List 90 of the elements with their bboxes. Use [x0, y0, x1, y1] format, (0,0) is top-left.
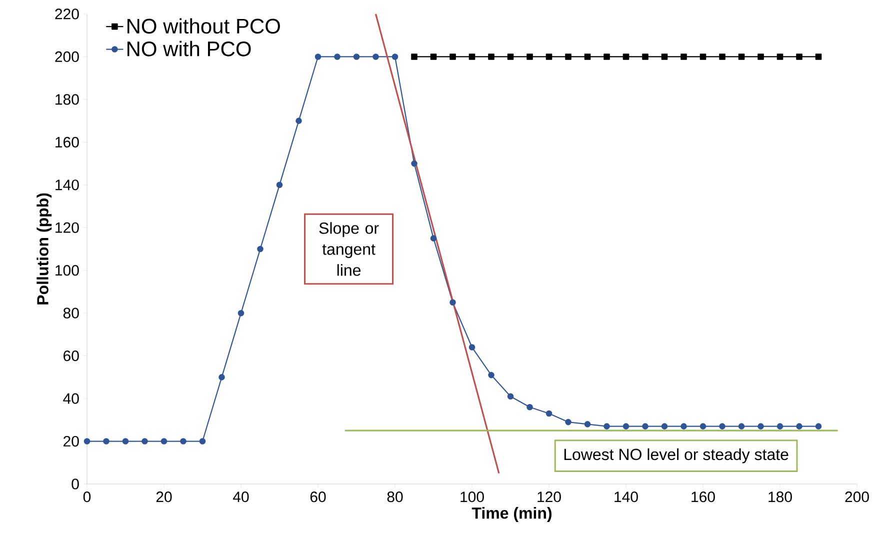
x-tick-label: 200	[845, 492, 869, 502]
x-tick-label: 20	[156, 492, 172, 502]
annotation: Slope or tangent line	[319, 222, 379, 276]
point	[738, 423, 745, 430]
point	[776, 54, 784, 60]
point	[218, 374, 225, 380]
y-tick-label: 20	[64, 436, 79, 447]
point	[314, 54, 322, 60]
point	[142, 438, 148, 444]
point	[276, 182, 283, 188]
point	[738, 54, 745, 60]
x-tick-label: 140	[614, 492, 638, 502]
point	[584, 54, 591, 60]
point	[468, 54, 476, 60]
y-tick-label: 0	[72, 478, 79, 490]
point	[622, 54, 630, 60]
point	[238, 310, 244, 316]
point	[468, 344, 476, 350]
point	[680, 423, 687, 430]
point	[372, 54, 379, 60]
point	[584, 421, 591, 428]
point	[719, 54, 726, 60]
y-tick-label: 220	[55, 8, 79, 20]
y-tick-label: 40	[63, 393, 79, 404]
point	[719, 423, 726, 430]
y-tick-label: 160	[56, 136, 79, 148]
point	[815, 54, 822, 60]
point	[546, 54, 552, 60]
point	[546, 410, 552, 417]
point	[661, 54, 668, 60]
legend-label: NO without PCO	[128, 18, 280, 34]
point	[507, 54, 514, 60]
point	[526, 404, 533, 410]
point	[334, 54, 340, 60]
point	[642, 423, 648, 430]
x-axis-title: Time (min)	[472, 507, 552, 522]
point	[411, 54, 418, 60]
point	[257, 246, 264, 252]
y-tick-label: 100	[56, 265, 79, 276]
point	[296, 118, 302, 124]
x-tick-label: 160	[692, 492, 715, 502]
point	[411, 160, 418, 167]
y-tick-label: 60	[64, 350, 79, 362]
point	[526, 54, 533, 60]
x-tick-label: 60	[310, 492, 326, 502]
point	[353, 54, 360, 60]
point	[604, 54, 610, 60]
point	[565, 54, 572, 60]
y-tick-label: 80	[63, 308, 79, 318]
point	[160, 438, 168, 444]
y-tick-label: 200	[55, 51, 79, 62]
point	[507, 393, 514, 400]
point	[122, 438, 129, 444]
point	[604, 423, 610, 430]
point	[758, 423, 764, 430]
point	[450, 299, 456, 306]
point	[622, 423, 630, 430]
y-tick-label: 140	[56, 180, 79, 190]
x-tick-label: 0	[83, 492, 91, 502]
point	[796, 54, 802, 60]
point	[199, 438, 206, 444]
point	[450, 54, 456, 60]
point	[796, 423, 802, 430]
x-tick-label: 80	[387, 492, 403, 502]
point	[84, 438, 90, 444]
x-tick-label: 40	[233, 492, 249, 502]
point	[488, 54, 494, 60]
y-axis-title: Pollution (ppb)	[36, 193, 52, 304]
y-tick-label: 120	[56, 222, 79, 233]
point	[661, 423, 668, 430]
y-tick-label: 180	[56, 94, 79, 105]
legend-label: NO with PCO	[128, 40, 251, 56]
point	[430, 54, 437, 60]
point	[642, 54, 648, 60]
point	[680, 54, 687, 60]
point	[758, 54, 764, 60]
point	[488, 372, 494, 378]
point	[180, 438, 186, 444]
point	[700, 423, 706, 430]
point	[815, 423, 822, 430]
point	[776, 423, 784, 430]
point	[565, 418, 572, 426]
x-tick-label: 120	[538, 492, 561, 502]
point	[700, 54, 706, 60]
x-tick-label: 180	[768, 492, 792, 502]
point	[430, 235, 437, 242]
annotation: Lowest NO level or steady state	[564, 448, 788, 464]
point	[392, 54, 398, 60]
point	[103, 438, 110, 444]
x-tick-label: 100	[460, 492, 484, 502]
